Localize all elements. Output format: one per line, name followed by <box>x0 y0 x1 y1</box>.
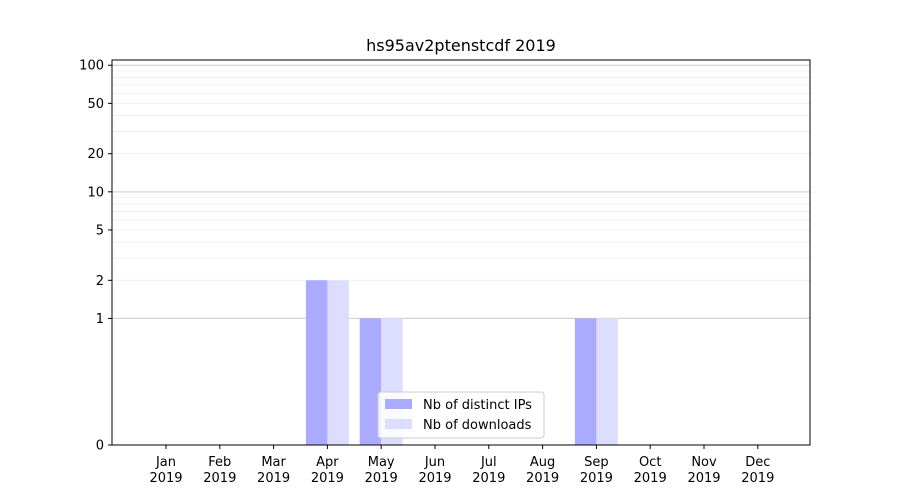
x-tick-label: Dec 2019 <box>741 455 774 486</box>
bar-downloads-8 <box>596 318 618 445</box>
x-tick-label: Nov 2019 <box>687 455 720 486</box>
x-tick-label: Jul 2019 <box>472 455 505 486</box>
legend-swatch <box>385 419 412 429</box>
x-tick-label: Feb 2019 <box>203 455 236 486</box>
x-tick-label: Sep 2019 <box>580 455 613 486</box>
legend: Nb of distinct IPs Nb of downloads <box>377 391 545 439</box>
legend-label: Nb of distinct IPs <box>423 398 532 413</box>
chart-title: hs95av2ptenstcdf 2019 <box>366 36 556 55</box>
plot-frame <box>111 59 811 446</box>
y-tick-label: 2 <box>96 274 104 289</box>
bar-distinct-ips-8 <box>574 318 597 445</box>
y-tick-label: 0 <box>96 439 104 454</box>
grid-lines <box>112 64 810 319</box>
x-tick-label: May 2019 <box>365 455 398 486</box>
bar-distinct-ips-3 <box>305 280 328 445</box>
bar-distinct-ips-4 <box>359 318 382 445</box>
y-tick-label: 1 <box>96 312 104 327</box>
x-tick-label: Aug 2019 <box>526 455 559 486</box>
y-tick-label: 5 <box>96 223 104 238</box>
x-tick-label: Apr 2019 <box>311 455 344 486</box>
x-tick-label: Jun 2019 <box>418 455 451 486</box>
legend-box <box>377 391 545 439</box>
bars <box>305 280 618 445</box>
bar-downloads-3 <box>327 280 349 445</box>
legend-label: Nb of downloads <box>423 418 532 433</box>
y-axis: 0 1 2 5 10 20 50 100 <box>79 59 112 454</box>
y-tick-label: 10 <box>87 185 104 200</box>
x-tick-label: Oct 2019 <box>634 455 667 486</box>
x-tick-label: Mar 2019 <box>257 455 290 486</box>
y-tick-label: 20 <box>87 147 104 162</box>
legend-swatch <box>385 399 412 409</box>
y-tick-label: 50 <box>87 97 104 112</box>
x-tick-label: Jan 2019 <box>149 455 182 486</box>
y-tick-label: 100 <box>79 59 104 74</box>
x-axis: Jan 2019 Feb 2019 Mar 2019 Apr 2019 May 2019 Jun 20… <box>149 445 774 486</box>
